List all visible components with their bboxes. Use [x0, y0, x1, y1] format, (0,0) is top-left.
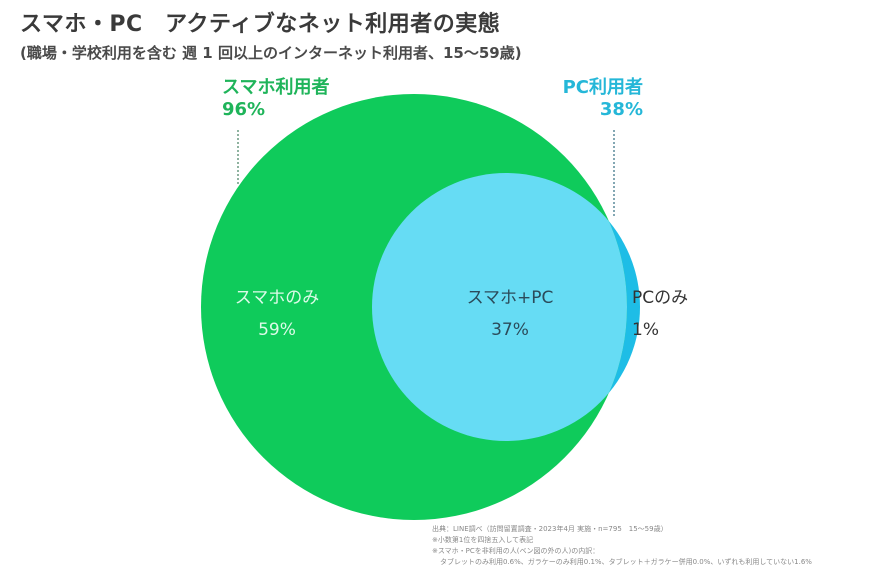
- chart-title: スマホ・PC アクティブなネット利用者の実態: [20, 12, 501, 37]
- overlap-region: [372, 173, 627, 441]
- pc-users-value: 38%: [599, 98, 643, 120]
- smartphone-users-label: スマホ利用者 96%: [222, 77, 329, 120]
- source-note: 出典：LINE調べ（訪問留置調査・2023年4月 実施・n=795 15〜59歳…: [432, 525, 668, 533]
- region-both: スマホ+PC 37%: [440, 282, 580, 346]
- region-pc-only-label: PCのみ: [632, 288, 689, 308]
- smartphone-users-title: スマホ利用者: [222, 77, 330, 98]
- region-pc-only-value: 1%: [632, 320, 659, 340]
- non-user-note: ※スマホ・PCを非利用の人(ベン図の外の人)の内訳：: [432, 547, 600, 555]
- pc-users-title: PC利用者: [562, 77, 643, 98]
- footnotes: 出典：LINE調べ（訪問留置調査・2023年4月 実施・n=795 15〜59歳…: [432, 524, 812, 568]
- smartphone-users-value: 96%: [222, 98, 266, 120]
- region-smartphone-only-label: スマホのみ: [234, 288, 320, 308]
- region-smartphone-only-value: 59%: [258, 320, 296, 340]
- region-smartphone-only: スマホのみ 59%: [222, 282, 332, 346]
- region-both-label: スマホ+PC: [466, 288, 554, 308]
- chart-subtitle: (職場・学校利用を含む 週 1 回以上のインターネット利用者、15〜59歳): [20, 44, 522, 62]
- pc-users-label: PC利用者 38%: [563, 77, 643, 120]
- non-user-breakdown: タブレットのみ利用0.6%、ガラケーのみ利用0.1%、タブレット＋ガラケー併用0…: [440, 558, 812, 566]
- rounding-note: ※小数第1位を四捨五入して表記: [432, 536, 534, 544]
- region-both-value: 37%: [491, 320, 529, 340]
- region-pc-only: PCのみ 1%: [632, 282, 688, 346]
